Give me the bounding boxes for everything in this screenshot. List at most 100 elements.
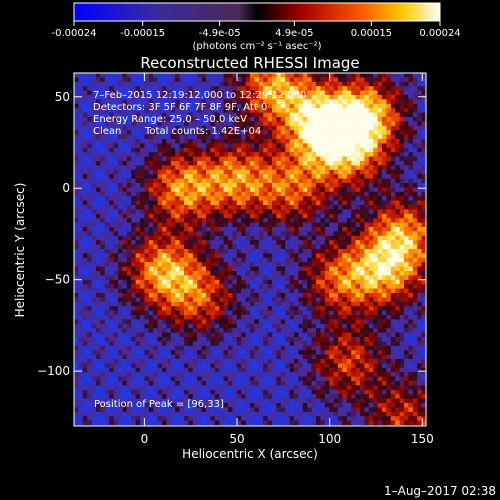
heatmap-cell: [285, 205, 290, 210]
heatmap-cell: [126, 183, 132, 188]
heatmap-cell: [426, 337, 431, 342]
heatmap-cell: [285, 90, 290, 96]
heatmap-cell: [395, 306, 400, 311]
heatmap-cell: [126, 95, 132, 100]
heatmap-cell: [214, 209, 220, 215]
heatmap-cell: [210, 244, 216, 250]
heatmap-cell: [373, 187, 378, 193]
heatmap-cell: [390, 152, 396, 157]
heatmap-cell: [157, 301, 163, 307]
heatmap-cell: [144, 315, 150, 320]
heatmap-cell: [360, 337, 365, 342]
heatmap-cell: [228, 332, 233, 338]
heatmap-cell: [184, 187, 189, 193]
heatmap-cell: [179, 315, 185, 320]
heatmap-cell: [355, 183, 361, 188]
heatmap-cell: [201, 271, 207, 276]
heatmap-cell: [109, 249, 114, 254]
heatmap-cell: [166, 235, 172, 241]
heatmap-cell: [113, 134, 119, 140]
heatmap-cell: [219, 143, 224, 149]
heatmap-cell: [126, 319, 132, 325]
heatmap-cell: [210, 174, 216, 179]
heatmap-cell: [219, 213, 224, 219]
heatmap-cell: [360, 315, 365, 320]
heatmap-cell: [329, 323, 334, 329]
heatmap-cell: [82, 183, 88, 188]
heatmap-cell: [206, 112, 211, 118]
heatmap-cell: [311, 297, 317, 303]
heatmap-cell: [241, 332, 246, 338]
heatmap-cell: [289, 231, 295, 237]
heatmap-cell: [386, 183, 392, 188]
heatmap-cell: [263, 99, 268, 105]
heatmap-cell: [294, 112, 299, 118]
heatmap-cell: [338, 112, 343, 118]
heatmap-cell: [298, 249, 304, 254]
heatmap-cell: [91, 108, 97, 113]
heatmap-cell: [232, 271, 238, 276]
heatmap-cell: [408, 112, 414, 118]
heatmap-cell: [197, 147, 202, 153]
heatmap-cell: [329, 134, 334, 140]
heatmap-cell: [126, 77, 132, 83]
heatmap-cell: [153, 271, 158, 276]
heatmap-cell: [280, 222, 286, 228]
heatmap-cell: [74, 125, 79, 131]
heatmap-cell: [368, 244, 374, 250]
heatmap-cell: [382, 178, 387, 184]
heatmap-cell: [122, 143, 128, 149]
heatmap-cell: [170, 222, 176, 228]
heatmap-cell: [351, 209, 356, 215]
heatmap-cell: [197, 244, 202, 250]
heatmap-cell: [210, 117, 216, 122]
heatmap-cell: [144, 81, 150, 87]
heatmap-cell: [368, 130, 374, 135]
heatmap-cell: [338, 174, 343, 179]
heatmap-cell: [386, 218, 392, 223]
heatmap-cell: [320, 209, 326, 215]
heatmap-cell: [192, 117, 198, 122]
heatmap-cell: [267, 288, 273, 294]
heatmap-cell: [254, 161, 260, 166]
heatmap-cell: [258, 73, 264, 78]
heatmap-cell: [263, 271, 268, 276]
heatmap-cell: [118, 288, 123, 294]
heatmap-cell: [373, 169, 378, 175]
heatmap-cell: [140, 293, 145, 298]
heatmap-cell: [135, 117, 141, 122]
heatmap-cell: [87, 134, 92, 140]
heatmap-cell: [140, 183, 145, 188]
heatmap-cell: [157, 310, 163, 316]
heatmap-cell: [258, 231, 264, 237]
heatmap-cell: [184, 134, 189, 140]
heatmap-cell: [148, 271, 154, 276]
heatmap-cell: [307, 266, 312, 272]
heatmap-cell: [302, 183, 308, 188]
heatmap-cell: [311, 139, 317, 144]
heatmap-cell: [157, 77, 163, 83]
heatmap-cell: [329, 81, 334, 87]
heatmap-cell: [272, 284, 277, 289]
heatmap-cell: [307, 90, 312, 96]
heatmap-cell: [175, 235, 180, 241]
heatmap-cell: [91, 315, 97, 320]
heatmap-cell: [197, 130, 202, 135]
heatmap-cell: [329, 218, 334, 223]
heatmap-cell: [228, 213, 233, 219]
heatmap-cell: [373, 306, 378, 311]
heatmap-cell: [368, 174, 374, 179]
heatmap-cell: [131, 165, 136, 171]
heatmap-cell: [333, 147, 339, 153]
heatmap-cell: [232, 253, 238, 259]
heatmap-cell: [144, 191, 150, 197]
heatmap-cell: [184, 257, 189, 263]
heatmap-cell: [162, 244, 167, 250]
heatmap-cell: [201, 125, 207, 131]
heatmap-cell: [219, 205, 224, 210]
heatmap-cell: [346, 165, 352, 171]
heatmap-cell: [263, 77, 268, 83]
heatmap-cell: [175, 178, 180, 184]
heatmap-cell: [166, 125, 172, 131]
heatmap-cell: [417, 95, 422, 100]
